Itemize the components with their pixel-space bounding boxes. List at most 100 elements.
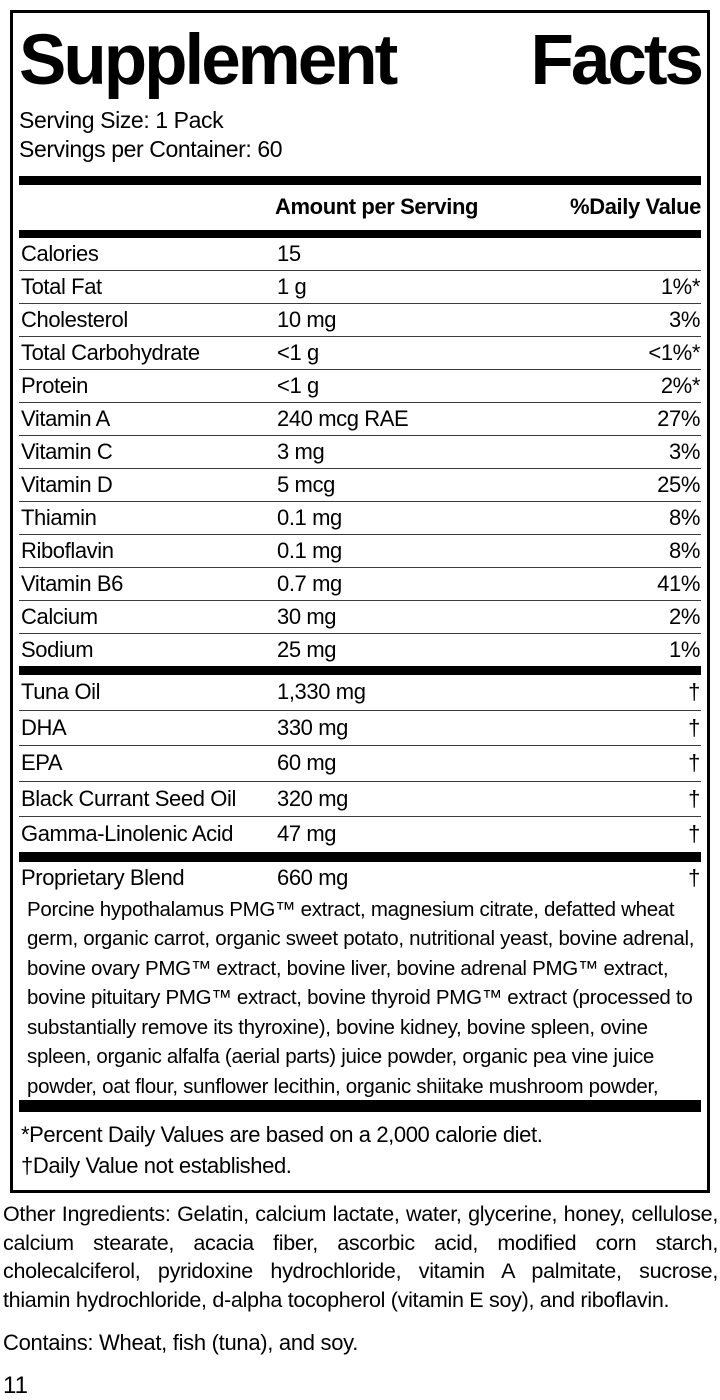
nutrient-name: Calories [21,241,99,266]
header-percent-daily-value: %Daily Value [570,194,701,219]
nutrient-row: Riboflavin 0.1 mg 8% [19,534,701,567]
nutrient-row: Vitamin C 3 mg 3% [19,435,701,468]
nutrient-row: Calories 15 [19,238,701,270]
nutrient-row: Tuna Oil 1,330 mg † [19,675,701,710]
nutrient-daily-value: 3% [669,307,700,332]
nutrient-amount: 240 mcg RAE [277,406,409,431]
nutrient-amount: 47 mg [277,821,337,847]
nutrient-amount: 60 mg [277,750,337,776]
nutrient-name: Vitamin B6 [21,571,123,596]
nutrient-row: Total Carbohydrate <1 g <1%* [19,336,701,369]
nutrient-daily-value: 3% [669,439,700,464]
other-ingredients-paragraph: Other Ingredients: Gelatin, calcium lact… [3,1202,718,1312]
allergen-contains-line: Contains: Wheat, fish (tuna), and soy. [3,1330,359,1355]
nutrient-name: Total Fat [21,274,102,299]
nutrient-daily-value: 1%* [660,274,701,299]
nutrient-amount: 0.7 mg [277,571,342,596]
nutrient-row: Protein <1 g 2%* [19,369,701,402]
header-amount-per-serving: Amount per Serving [275,194,479,219]
panel-title: Supplement Facts [19,21,704,100]
nutrient-amount: 25 mg [277,637,337,662]
nutrient-amount: 1,330 mg [277,679,366,705]
proprietary-blend-ingredients: Porcine hypothalamus PMG™ extract, magne… [27,897,695,1128]
nutrient-row: EPA 60 mg † [19,745,701,781]
nutrient-name: EPA [21,750,63,776]
nutrient-daily-value: † [688,865,700,890]
divider-bar-thick [19,666,701,675]
nutrient-amount: 3 mg [277,439,325,464]
nutrient-amount: 0.1 mg [277,538,342,563]
nutrient-row: Thiamin 0.1 mg 8% [19,501,701,534]
nutrient-name: Sodium [21,637,94,662]
nutrient-daily-value: 2% [669,604,700,629]
nutrient-amount: 0.1 mg [277,505,342,530]
nutrient-amount: <1 g [277,340,319,365]
nutrient-row: Black Currant Seed Oil 320 mg † [19,780,701,817]
nutrient-daily-value: † [688,679,700,705]
nutrient-name: Proprietary Blend [21,865,185,890]
serving-size-line: Serving Size: 1 Pack [19,107,224,133]
nutrient-name: Total Carbohydrate [21,340,200,365]
panel-footnotes: *Percent Daily Values are based on a 2,0… [19,1100,701,1190]
panel-title-word-facts: Facts [530,21,704,100]
nutrient-name: Tuna Oil [21,679,101,705]
table-header-row: Amount per Serving %Daily Value [19,185,701,230]
nutrient-amount: <1 g [277,373,319,398]
footnote-percent-daily-values: *Percent Daily Values are based on a 2,0… [21,1122,543,1147]
nutrient-row: Vitamin D 5 mcg 25% [19,468,701,501]
nutrient-amount: 15 [277,241,301,266]
nutrient-daily-value: 25% [657,472,700,497]
nutrient-daily-value: 8% [669,538,700,563]
nutrient-row: Sodium 25 mg 1% [19,633,701,666]
nutrient-daily-value: 2%* [660,373,701,398]
footnote-daily-value-not-established: †Daily Value not established. [21,1153,292,1178]
nutrient-daily-value: † [688,714,700,740]
nutrient-amount: 30 mg [277,604,337,629]
nutrient-daily-value: 41% [657,571,700,596]
nutrient-name: Vitamin C [21,439,113,464]
nutrient-name: DHA [21,714,67,740]
nutrient-amount: 5 mcg [277,472,335,497]
nutrient-name: Protein [21,373,88,398]
nutrient-amount: 1 g [277,274,307,299]
divider-bar-thick [19,230,701,238]
nutrient-amount: 660 mg [277,865,348,890]
divider-bar-thick [19,851,701,862]
nutrient-row: Gamma-Linolenic Acid 47 mg † [19,816,701,852]
nutrient-row: DHA 330 mg † [19,709,701,746]
nutrient-name: Black Currant Seed Oil [21,785,236,811]
nutrient-daily-value: 8% [669,505,700,530]
nutrient-amount: 330 mg [277,714,348,740]
supplement-facts-panel: Supplement Facts Serving Size: 1 Pack Se… [10,10,710,1193]
nutrient-daily-value: 27% [657,406,700,431]
nutrient-daily-value: † [688,821,700,847]
divider-bar-thick [19,176,701,185]
nutrient-amount: 320 mg [277,785,348,811]
nutrient-daily-value: † [688,785,700,811]
nutrient-row: Total Fat 1 g 1%* [19,270,701,303]
nutrients-section-oils: Tuna Oil 1,330 mg † DHA 330 mg † EPA 60 mg † Blac… [19,675,701,852]
nutrient-row: Cholesterol 10 mg 3% [19,303,701,336]
nutrient-daily-value: 1% [669,637,700,662]
nutrient-name: Cholesterol [21,307,128,332]
nutrient-row: Vitamin B6 0.7 mg 41% [19,567,701,600]
nutrient-name: Gamma-Linolenic Acid [21,821,234,847]
nutrient-name: Vitamin D [21,472,113,497]
nutrients-section-proprietary-blend: Proprietary Blend 660 mg † Porcine hypothal… [19,862,701,1131]
below-panel-text: Other Ingredients: Gelatin, calcium lact… [3,1200,718,1400]
nutrient-amount: 10 mg [277,307,337,332]
divider-bar-thick [19,1100,701,1112]
nutrient-daily-value: † [688,750,700,776]
nutrient-name: Thiamin [21,505,97,530]
page-number: 11 [3,1372,28,1399]
nutrient-name: Riboflavin [21,538,114,563]
nutrient-row: Vitamin A 240 mcg RAE 27% [19,402,701,435]
nutrients-section-main: Calories 15 Total Fat 1 g 1%* Cholesterol 10 m… [19,238,701,666]
servings-per-container-line: Servings per Container: 60 [19,136,283,162]
nutrient-row: Proprietary Blend 660 mg † [19,862,701,895]
nutrient-name: Calcium [21,604,98,629]
panel-title-word-supplement: Supplement [19,21,398,100]
nutrient-daily-value: <1%* [648,340,700,365]
nutrient-name: Vitamin A [21,406,110,431]
